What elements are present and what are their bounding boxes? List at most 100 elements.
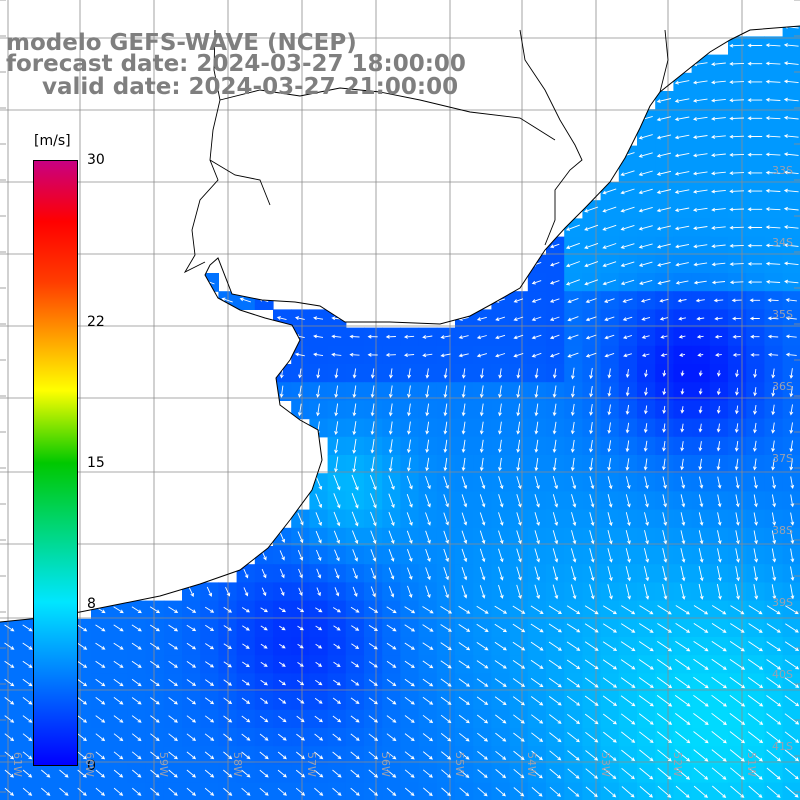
wind-arrow — [494, 696, 507, 706]
wind-arrow — [315, 530, 322, 544]
wind-arrow — [674, 695, 691, 707]
wind-arrow — [352, 586, 358, 597]
wind-arrow — [332, 715, 342, 723]
wind-arrow — [785, 352, 797, 357]
wind-speed-cell — [127, 782, 147, 800]
wind-arrow — [771, 584, 777, 600]
wind-arrow — [59, 787, 69, 796]
wind-arrow — [389, 368, 393, 379]
wind-arrow — [747, 134, 763, 139]
wind-arrow — [735, 548, 740, 563]
wind-arrow — [656, 116, 672, 122]
wind-arrow — [603, 768, 617, 780]
wind-arrow — [566, 605, 581, 615]
wind-speed-cell — [582, 782, 602, 800]
wind-arrow — [315, 607, 323, 613]
wind-arrow — [479, 548, 486, 563]
wind-arrow — [625, 548, 631, 563]
wind-arrow — [333, 530, 340, 544]
colorbar-tick-label: 0 — [87, 758, 96, 774]
wind-arrow — [277, 733, 287, 741]
wind-arrow — [385, 353, 396, 357]
wind-arrow — [297, 385, 302, 398]
wind-arrow — [149, 624, 160, 632]
wind-arrow — [677, 298, 687, 303]
wind-arrow — [783, 115, 799, 120]
wind-arrow — [479, 421, 484, 435]
wind-arrow — [604, 352, 615, 358]
wind-arrow — [368, 679, 378, 686]
wind-arrow — [131, 606, 142, 614]
wind-arrow — [333, 643, 341, 649]
wind-arrow — [370, 530, 377, 545]
wind-arrow — [589, 457, 593, 472]
wind-arrow — [277, 769, 287, 778]
wind-arrow — [640, 298, 651, 303]
wind-arrow — [552, 368, 557, 379]
wind-arrow — [95, 606, 106, 614]
wind-arrow — [332, 733, 342, 741]
wind-arrow — [747, 152, 763, 157]
wind-arrow — [789, 458, 794, 471]
wind-arrow — [698, 530, 704, 545]
wind-arrow — [693, 641, 709, 652]
wind-arrow — [458, 696, 470, 705]
wind-arrow — [313, 334, 324, 339]
wind-arrow — [765, 170, 781, 175]
wind-arrow — [585, 731, 599, 743]
wind-arrow — [476, 714, 489, 724]
wind-speed-cell — [91, 782, 110, 800]
wind-arrow — [131, 715, 142, 723]
wind-arrow — [150, 660, 160, 668]
wind-arrow — [584, 713, 599, 725]
wind-arrow — [549, 298, 560, 303]
wind-arrow — [620, 206, 635, 213]
wind-arrow — [748, 785, 763, 798]
wind-arrow — [643, 566, 650, 582]
wind-arrow — [314, 751, 324, 760]
wind-arrow — [260, 643, 268, 649]
wind-arrow — [243, 587, 249, 597]
wind-arrow — [277, 787, 287, 796]
wind-arrow — [765, 61, 781, 66]
wind-arrow — [639, 605, 654, 615]
wind-arrow — [113, 678, 124, 687]
wind-arrow — [370, 586, 376, 598]
wind-arrow — [729, 244, 744, 248]
wind-arrow — [352, 403, 357, 417]
latitude-label: 40S — [772, 668, 793, 681]
wind-arrow — [534, 566, 541, 581]
wind-arrow — [77, 678, 88, 687]
wind-speed-cell — [637, 782, 656, 800]
wind-arrow — [278, 607, 287, 613]
wind-arrow — [644, 387, 648, 396]
wind-arrow — [205, 624, 215, 631]
wind-arrow — [717, 548, 722, 563]
wind-speed-cell — [564, 782, 583, 800]
wind-arrow — [461, 548, 468, 563]
wind-arrow — [386, 751, 397, 760]
wind-arrow — [607, 422, 612, 434]
wind-arrow — [440, 696, 452, 705]
wind-arrow — [498, 494, 504, 508]
wind-arrow — [662, 548, 668, 563]
wind-arrow — [186, 715, 197, 723]
wind-speed-cell — [327, 782, 347, 800]
wind-arrow — [602, 605, 617, 615]
wind-arrow — [674, 189, 690, 194]
wind-arrow — [662, 565, 668, 582]
wind-arrow — [602, 695, 618, 707]
wind-arrow — [729, 171, 745, 176]
wind-arrow — [693, 658, 709, 670]
wind-arrow — [206, 586, 213, 597]
wind-arrow — [385, 334, 396, 339]
wind-arrow — [498, 512, 504, 526]
wind-arrow — [422, 733, 434, 742]
wind-arrow — [186, 624, 197, 632]
wind-arrow — [765, 79, 781, 84]
wind-arrow — [771, 422, 776, 434]
wind-arrow — [440, 660, 452, 669]
wind-arrow — [4, 787, 15, 796]
wind-arrow — [77, 751, 87, 760]
wind-arrow — [711, 116, 726, 121]
